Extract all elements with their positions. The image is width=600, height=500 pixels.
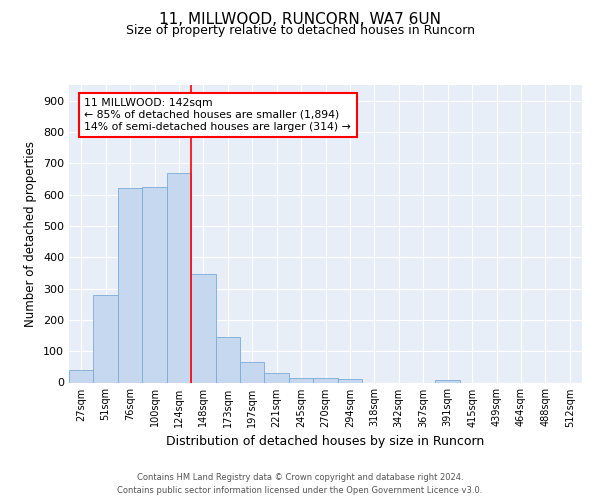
Text: Size of property relative to detached houses in Runcorn: Size of property relative to detached ho…	[125, 24, 475, 37]
Bar	[338, 380, 362, 382]
Bar	[289, 378, 313, 382]
Bar	[313, 378, 338, 382]
Y-axis label: Number of detached properties: Number of detached properties	[25, 141, 37, 327]
Bar	[436, 380, 460, 382]
Bar	[215, 337, 240, 382]
Text: 11 MILLWOOD: 142sqm
← 85% of detached houses are smaller (1,894)
14% of semi-det: 11 MILLWOOD: 142sqm ← 85% of detached ho…	[85, 98, 351, 132]
Bar	[142, 187, 167, 382]
Bar	[167, 172, 191, 382]
Bar	[240, 362, 265, 382]
X-axis label: Distribution of detached houses by size in Runcorn: Distribution of detached houses by size …	[166, 435, 485, 448]
Bar	[94, 295, 118, 382]
Bar	[118, 188, 142, 382]
Bar	[69, 370, 94, 382]
Text: Contains HM Land Registry data © Crown copyright and database right 2024.
Contai: Contains HM Land Registry data © Crown c…	[118, 474, 482, 495]
Bar	[191, 274, 215, 382]
Bar	[265, 373, 289, 382]
Text: 11, MILLWOOD, RUNCORN, WA7 6UN: 11, MILLWOOD, RUNCORN, WA7 6UN	[159, 12, 441, 28]
